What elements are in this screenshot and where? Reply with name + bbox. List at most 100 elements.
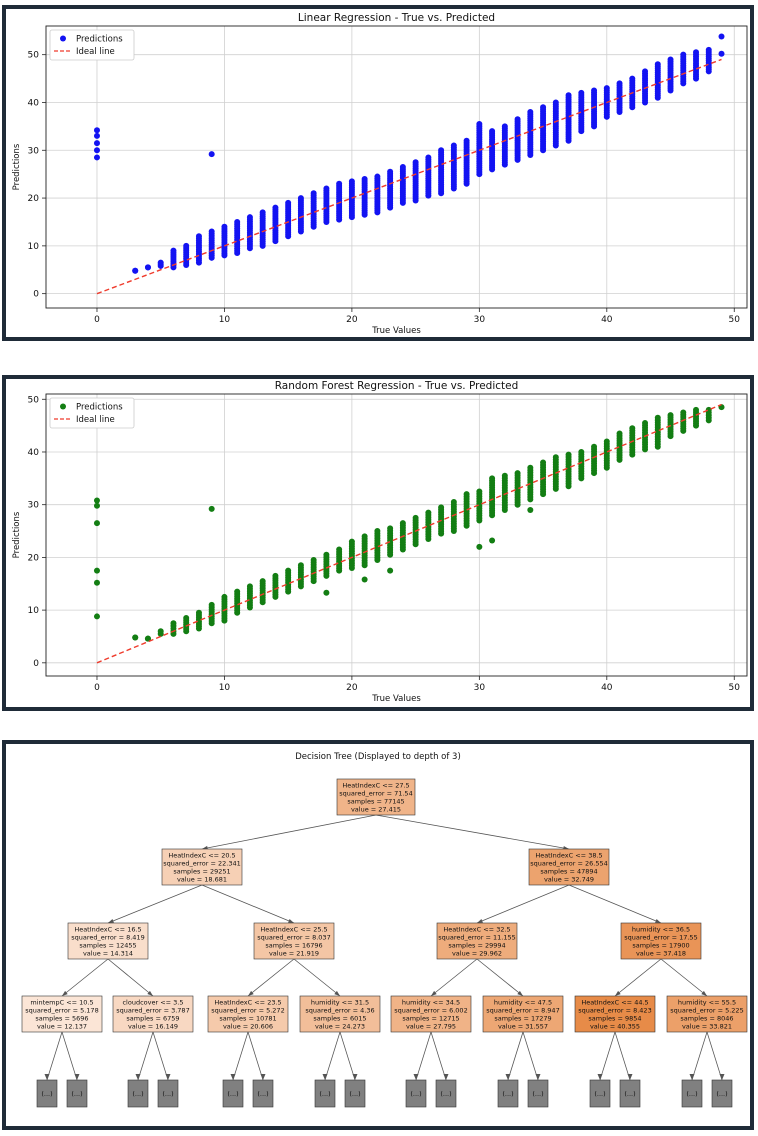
tree-truncated-leaf: (...): [681, 1079, 703, 1108]
prediction-point: [667, 56, 674, 63]
prediction-point: [259, 209, 266, 216]
tree-leaf-label: (...): [132, 1090, 143, 1098]
prediction-point: [412, 159, 419, 166]
tree-edge: [430, 958, 478, 997]
prediction-point: [654, 61, 661, 68]
tree-leaf-box: [66, 1079, 88, 1108]
legend-predictions-marker: [60, 403, 66, 410]
chart-title: Linear Regression - True vs. Predicted: [298, 12, 495, 24]
tree-node-text: humidity <= 31.5: [311, 999, 369, 1007]
prediction-point: [93, 520, 100, 527]
grid-lines: [46, 26, 747, 308]
tree-node-text: value = 27.415: [351, 806, 401, 814]
x-tick-label: 0: [94, 315, 100, 325]
legend: Predictions Ideal line: [49, 397, 135, 429]
plot-frame: [45, 393, 748, 677]
tree-edge: [247, 958, 295, 997]
tree-node-text: samples = 17279: [494, 1015, 551, 1023]
tree-leaf-label: (...): [319, 1090, 330, 1098]
ideal-line: [96, 403, 722, 664]
prediction-point: [221, 223, 228, 230]
prediction-point: [501, 472, 508, 479]
tree-node-text: value = 27.795: [406, 1023, 456, 1031]
prediction-point: [387, 525, 394, 532]
tree-edge: [247, 1031, 264, 1081]
tree-edge: [61, 1031, 78, 1081]
prediction-point: [259, 578, 266, 585]
tree-edge-arrowhead: [352, 1074, 358, 1080]
prediction-point: [476, 543, 483, 550]
prediction-point: [221, 593, 228, 600]
tree-truncated-leaf: (...): [711, 1079, 733, 1108]
tree-node-box: [21, 995, 103, 1033]
random-forest-panel: 0 10 20 30 40 50 0 10 20 30 40 50 Random Forest Regr…: [2, 375, 754, 711]
x-tick-label: 0: [94, 683, 100, 693]
prediction-point: [412, 514, 419, 521]
tree-edge-arrowhead: [260, 1074, 266, 1080]
linear-regression-panel: 0 10 20 30 40 50 0 10 20 30 40 50 Linear Regression …: [2, 5, 754, 341]
tree-edge-arrowhead: [615, 990, 621, 996]
tree-node-text: squared_error = 22.341: [163, 860, 241, 868]
tree-node-text: value = 29.962: [452, 950, 502, 958]
tree-node-box: [112, 995, 194, 1033]
prediction-point: [195, 609, 202, 616]
tree-node-text: value = 40.355: [590, 1023, 640, 1031]
tree-truncated-leaf: (...): [314, 1079, 336, 1108]
prediction-point: [540, 104, 547, 111]
tree-leaf-box: [497, 1079, 519, 1108]
y-tick-label: 20: [28, 553, 40, 563]
tree-node-text: samples = 12715: [402, 1015, 459, 1023]
prediction-point: [450, 142, 457, 149]
prediction-point: [629, 75, 636, 82]
x-tick-label: 50: [729, 315, 741, 325]
prediction-point: [489, 537, 496, 544]
prediction-point: [93, 132, 100, 139]
tree-leaf-box: [36, 1079, 58, 1108]
tree-leaf-label: (...): [349, 1090, 360, 1098]
prediction-point: [361, 576, 368, 583]
tree-edge-arrowhead: [44, 1074, 50, 1080]
tree-node-text: squared_error = 4.36: [305, 1007, 374, 1015]
tree-edge-arrowhead: [431, 990, 437, 996]
y-tick-label: 40: [28, 98, 40, 108]
prediction-point: [591, 443, 598, 450]
prediction-point: [629, 425, 636, 432]
prediction-point: [603, 438, 610, 445]
prediction-point: [93, 567, 100, 574]
prediction-point: [527, 109, 534, 116]
prediction-point: [361, 175, 368, 182]
linear-regression-chart: 0 10 20 30 40 50 0 10 20 30 40 50 Linear Regression …: [12, 12, 748, 336]
tree-leaf-label: (...): [410, 1090, 421, 1098]
tree-edge-arrowhead: [74, 1074, 80, 1080]
x-axis-label: True Values: [371, 694, 421, 704]
tree-leaf-box: [252, 1079, 274, 1108]
tree-node-text: cloudcover <= 3.5: [122, 999, 183, 1007]
tree-edge: [599, 1031, 616, 1081]
prediction-point: [693, 49, 700, 56]
prediction-point: [183, 615, 190, 622]
tree-node-text: mintempC <= 10.5: [30, 999, 93, 1007]
prediction-point: [132, 634, 139, 641]
ideal-line: [96, 58, 722, 295]
tree-node-text: value = 31.557: [498, 1023, 548, 1031]
tree-leaf-box: [157, 1079, 179, 1108]
tree-node-text: samples = 16796: [265, 942, 322, 950]
prediction-point: [170, 620, 177, 627]
legend-predictions-label: Predictions: [76, 403, 123, 413]
tree-node-text: value = 18.681: [177, 876, 227, 884]
tree-node-text: samples = 77145: [347, 798, 404, 806]
prediction-point: [387, 567, 394, 574]
tree-edge: [507, 1031, 524, 1081]
tree-edge: [476, 958, 524, 997]
tree-edge: [107, 958, 154, 997]
prediction-point: [93, 613, 100, 620]
prediction-point: [642, 68, 649, 75]
tree-edge-arrowhead: [62, 990, 68, 996]
tree-leaf-label: (...): [440, 1090, 451, 1098]
prediction-point: [157, 259, 164, 266]
tree-edge-arrowhead: [701, 990, 707, 996]
